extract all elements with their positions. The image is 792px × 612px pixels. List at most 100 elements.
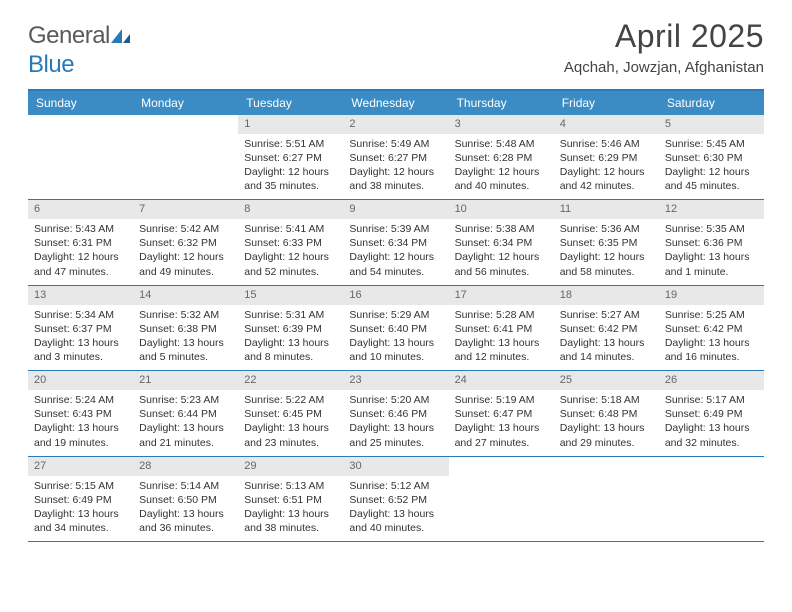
sunrise-text: Sunrise: 5:17 AM [665,393,758,407]
sunset-text: Sunset: 6:47 PM [455,407,548,421]
day-cell: 10Sunrise: 5:38 AMSunset: 6:34 PMDayligh… [449,200,554,285]
sunset-text: Sunset: 6:34 PM [455,236,548,250]
day-cell: 18Sunrise: 5:27 AMSunset: 6:42 PMDayligh… [554,286,659,371]
daylight-text: and 49 minutes. [139,265,232,279]
week-row: 20Sunrise: 5:24 AMSunset: 6:43 PMDayligh… [28,371,764,457]
sunrise-text: Sunrise: 5:42 AM [139,222,232,236]
day-details: Sunrise: 5:51 AMSunset: 6:27 PMDaylight:… [238,134,343,200]
daylight-text: and 54 minutes. [349,265,442,279]
logo-word-1: General [28,22,110,49]
sunset-text: Sunset: 6:30 PM [665,151,758,165]
day-details: Sunrise: 5:23 AMSunset: 6:44 PMDaylight:… [133,390,238,456]
day-number: 5 [659,115,764,134]
daylight-text: Daylight: 13 hours [349,507,442,521]
daylight-text: and 29 minutes. [560,436,653,450]
daylight-text: Daylight: 13 hours [349,421,442,435]
daylight-text: and 45 minutes. [665,179,758,193]
day-number: 3 [449,115,554,134]
daylight-text: Daylight: 12 hours [349,250,442,264]
day-number: 8 [238,200,343,219]
daylight-text: Daylight: 13 hours [244,336,337,350]
sunrise-text: Sunrise: 5:27 AM [560,308,653,322]
daylight-text: Daylight: 13 hours [139,421,232,435]
sunset-text: Sunset: 6:42 PM [665,322,758,336]
daylight-text: Daylight: 12 hours [139,250,232,264]
day-details: Sunrise: 5:13 AMSunset: 6:51 PMDaylight:… [238,476,343,542]
sunrise-text: Sunrise: 5:34 AM [34,308,127,322]
sunrise-text: Sunrise: 5:43 AM [34,222,127,236]
sunrise-text: Sunrise: 5:41 AM [244,222,337,236]
day-number: 6 [28,200,133,219]
day-cell: 6Sunrise: 5:43 AMSunset: 6:31 PMDaylight… [28,200,133,285]
sunset-text: Sunset: 6:34 PM [349,236,442,250]
daylight-text: Daylight: 13 hours [34,336,127,350]
daylight-text: and 27 minutes. [455,436,548,450]
day-details: Sunrise: 5:42 AMSunset: 6:32 PMDaylight:… [133,219,238,285]
sunset-text: Sunset: 6:36 PM [665,236,758,250]
calendar: SundayMondayTuesdayWednesdayThursdayFrid… [28,89,764,543]
day-number: 23 [343,371,448,390]
daylight-text: and 36 minutes. [139,521,232,535]
sunrise-text: Sunrise: 5:51 AM [244,137,337,151]
sunset-text: Sunset: 6:51 PM [244,493,337,507]
weekday-header: Wednesday [343,91,448,115]
daylight-text: Daylight: 12 hours [455,165,548,179]
sunrise-text: Sunrise: 5:35 AM [665,222,758,236]
daylight-text: Daylight: 13 hours [665,421,758,435]
daylight-text: Daylight: 13 hours [139,336,232,350]
day-number: 28 [133,457,238,476]
daylight-text: and 23 minutes. [244,436,337,450]
daylight-text: and 38 minutes. [244,521,337,535]
day-cell: 24Sunrise: 5:19 AMSunset: 6:47 PMDayligh… [449,371,554,456]
day-number: 16 [343,286,448,305]
daylight-text: and 40 minutes. [455,179,548,193]
daylight-text: and 32 minutes. [665,436,758,450]
day-cell: 9Sunrise: 5:39 AMSunset: 6:34 PMDaylight… [343,200,448,285]
day-details: Sunrise: 5:41 AMSunset: 6:33 PMDaylight:… [238,219,343,285]
day-details: Sunrise: 5:15 AMSunset: 6:49 PMDaylight:… [28,476,133,542]
sunset-text: Sunset: 6:42 PM [560,322,653,336]
day-number: 22 [238,371,343,390]
weekday-header: Thursday [449,91,554,115]
day-number: 19 [659,286,764,305]
week-row: 13Sunrise: 5:34 AMSunset: 6:37 PMDayligh… [28,286,764,372]
sunrise-text: Sunrise: 5:22 AM [244,393,337,407]
daylight-text: and 3 minutes. [34,350,127,364]
day-cell: 30Sunrise: 5:12 AMSunset: 6:52 PMDayligh… [343,457,448,542]
sunrise-text: Sunrise: 5:18 AM [560,393,653,407]
sunrise-text: Sunrise: 5:49 AM [349,137,442,151]
daylight-text: and 19 minutes. [34,436,127,450]
daylight-text: and 52 minutes. [244,265,337,279]
day-number: 12 [659,200,764,219]
weekday-header: Tuesday [238,91,343,115]
sunrise-text: Sunrise: 5:32 AM [139,308,232,322]
sunset-text: Sunset: 6:52 PM [349,493,442,507]
day-cell: 19Sunrise: 5:25 AMSunset: 6:42 PMDayligh… [659,286,764,371]
daylight-text: Daylight: 13 hours [34,421,127,435]
daylight-text: Daylight: 12 hours [349,165,442,179]
sunset-text: Sunset: 6:41 PM [455,322,548,336]
empty-cell [659,457,764,542]
day-cell: 21Sunrise: 5:23 AMSunset: 6:44 PMDayligh… [133,371,238,456]
sunrise-text: Sunrise: 5:15 AM [34,479,127,493]
sunrise-text: Sunrise: 5:12 AM [349,479,442,493]
day-cell: 16Sunrise: 5:29 AMSunset: 6:40 PMDayligh… [343,286,448,371]
sunrise-text: Sunrise: 5:39 AM [349,222,442,236]
sunset-text: Sunset: 6:32 PM [139,236,232,250]
day-details: Sunrise: 5:34 AMSunset: 6:37 PMDaylight:… [28,305,133,371]
day-details: Sunrise: 5:17 AMSunset: 6:49 PMDaylight:… [659,390,764,456]
daylight-text: and 21 minutes. [139,436,232,450]
day-number: 20 [28,371,133,390]
daylight-text: Daylight: 13 hours [349,336,442,350]
sunrise-text: Sunrise: 5:13 AM [244,479,337,493]
day-number: 4 [554,115,659,134]
day-cell: 5Sunrise: 5:45 AMSunset: 6:30 PMDaylight… [659,115,764,200]
daylight-text: and 42 minutes. [560,179,653,193]
sunset-text: Sunset: 6:49 PM [34,493,127,507]
sunset-text: Sunset: 6:35 PM [560,236,653,250]
day-number: 10 [449,200,554,219]
sunrise-text: Sunrise: 5:29 AM [349,308,442,322]
day-cell: 20Sunrise: 5:24 AMSunset: 6:43 PMDayligh… [28,371,133,456]
daylight-text: and 25 minutes. [349,436,442,450]
logo-word-2: Blue [28,51,74,78]
